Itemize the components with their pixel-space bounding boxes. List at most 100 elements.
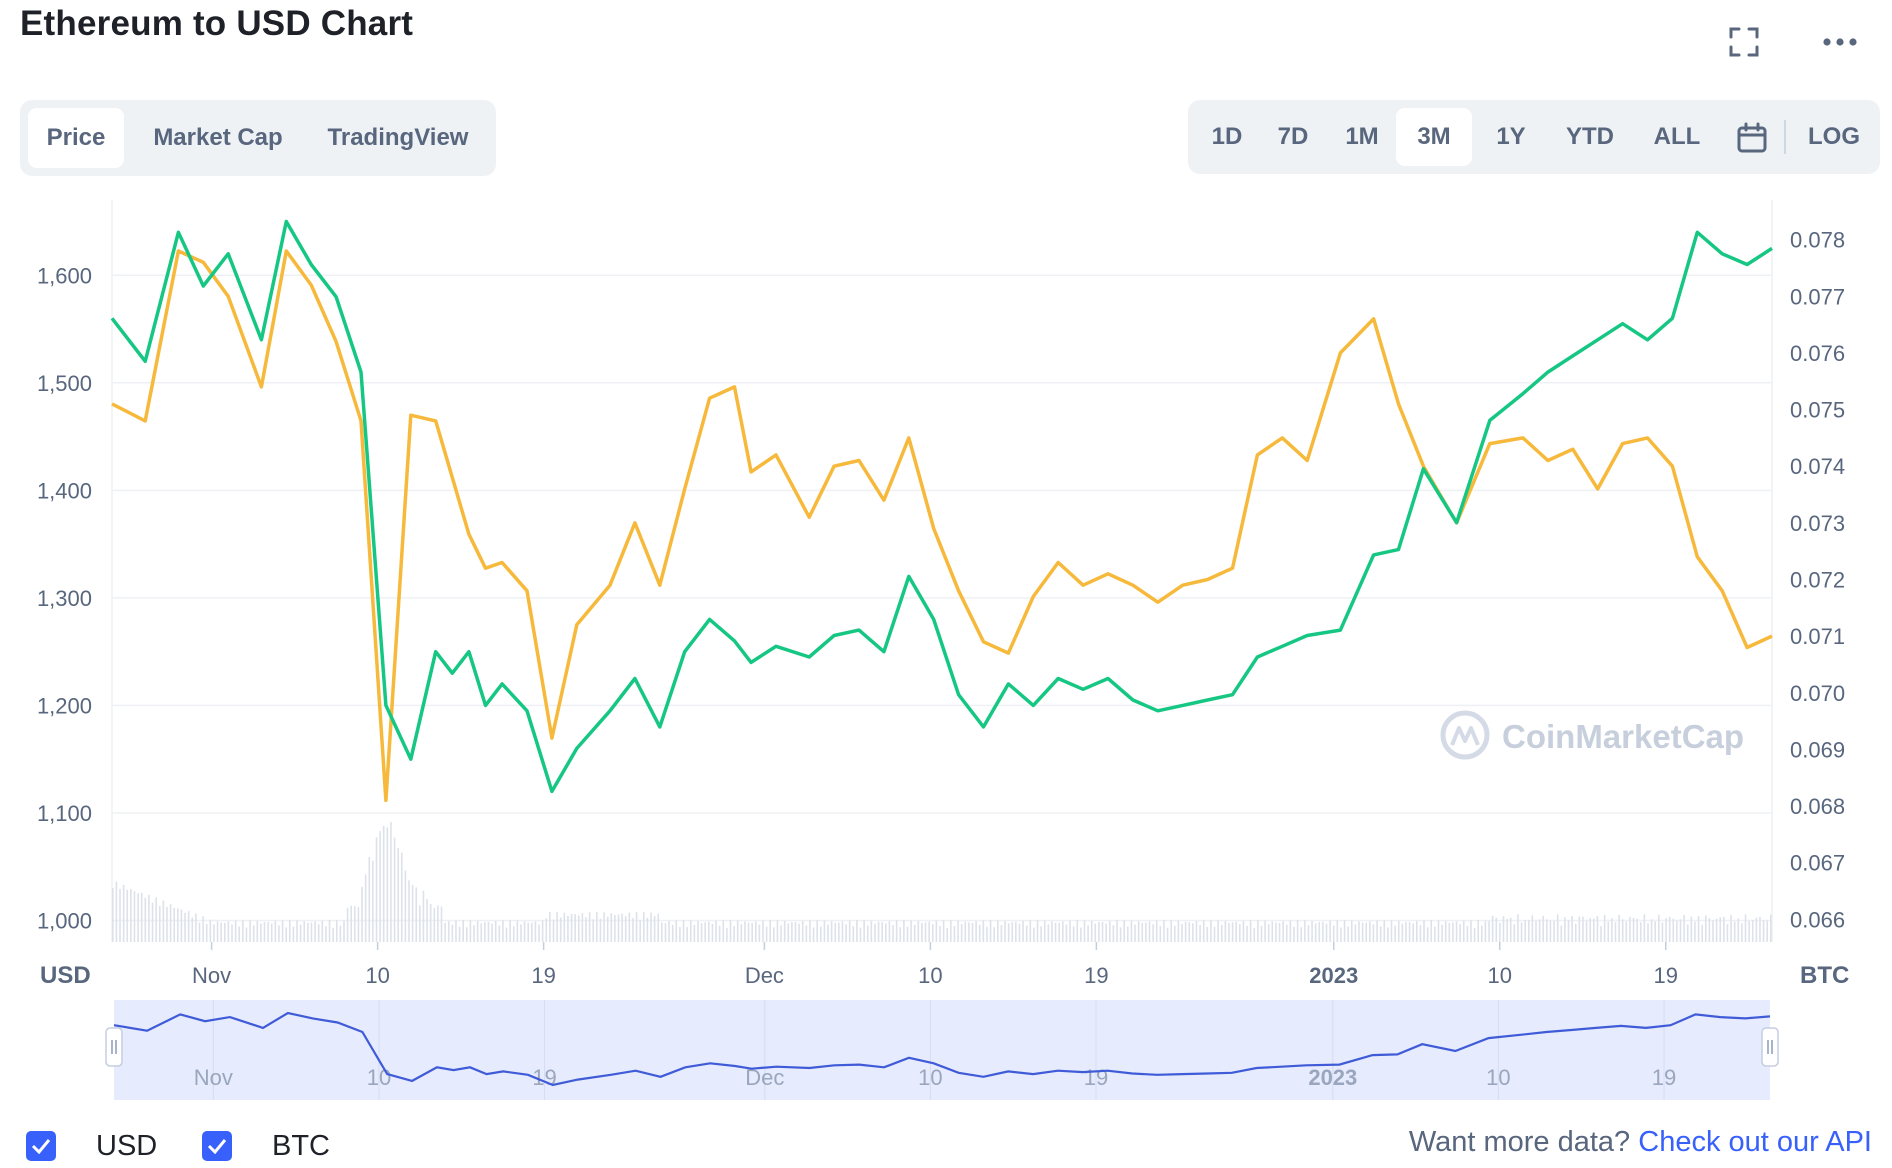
volume-bar [534, 921, 537, 942]
volume-bar [978, 924, 981, 942]
right-tick-label: 0.066 [1790, 907, 1845, 932]
volume-bar [505, 927, 508, 942]
volume-bar [169, 904, 172, 942]
volume-bar [610, 913, 613, 942]
volume-bar [130, 888, 132, 942]
volume-bar [567, 915, 569, 942]
volume-bar [1484, 920, 1487, 942]
volume-bar [278, 925, 280, 942]
volume-bar [303, 921, 306, 942]
volume-bar [1369, 921, 1371, 942]
chart-type-tabs: Price Market Cap TradingView [20, 100, 496, 176]
volume-bar [1437, 920, 1440, 942]
volume-bar [390, 821, 392, 942]
legend-usd[interactable]: USD [26, 1128, 157, 1164]
volume-bar [1148, 921, 1151, 942]
volume-bar [1762, 920, 1765, 942]
legend-btc-label: BTC [272, 1129, 330, 1162]
volume-bar [1025, 925, 1028, 942]
navigator-tick-label: 19 [1084, 1065, 1108, 1090]
volume-bar [364, 874, 367, 942]
volume-bar [747, 922, 750, 942]
calendar-icon[interactable] [1724, 108, 1780, 166]
volume-bar [531, 922, 533, 942]
tab-market-cap[interactable]: Market Cap [153, 124, 283, 151]
volume-bar [765, 926, 768, 942]
range-ytd-button[interactable]: YTD [1566, 123, 1614, 150]
volume-bar [863, 920, 865, 942]
volume-bar [307, 922, 309, 942]
tab-tradingview[interactable]: TradingView [327, 124, 469, 151]
volume-bar [1336, 920, 1339, 942]
volume-bar [809, 920, 811, 942]
volume-bar [686, 927, 688, 942]
fullscreen-icon[interactable] [1724, 22, 1764, 62]
volume-bar [924, 922, 927, 942]
volume-bar [1401, 923, 1404, 942]
volume-bar [823, 920, 826, 942]
price-chart[interactable]: 1,000 1,100 1,200 1,300 1,400 1,500 1,600 0.06… [0, 0, 1892, 1110]
volume-bar [964, 921, 967, 942]
volume-bar [1246, 925, 1248, 942]
volume-bar [1596, 916, 1599, 942]
range-all-button[interactable]: ALL [1653, 123, 1701, 150]
volume-bar [848, 920, 851, 942]
volume-bar [1018, 923, 1021, 942]
volume-bar [1647, 923, 1649, 942]
volume-bar [140, 892, 143, 942]
volume-bar [1542, 915, 1545, 942]
log-scale-button[interactable]: LOG [1808, 123, 1860, 150]
volume-bar [346, 907, 349, 942]
volume-bar [1343, 920, 1346, 942]
volume-bar [1163, 920, 1165, 942]
volume-bar [1701, 924, 1703, 942]
coinmarketcap-logo-icon [1440, 710, 1490, 760]
volume-bar [191, 917, 194, 942]
checkbox-usd[interactable] [26, 1131, 56, 1161]
volume-bar [552, 919, 555, 942]
volume-bar [1130, 920, 1133, 942]
volume-bar [1275, 922, 1277, 942]
volume-bar [1683, 914, 1685, 942]
volume-bar [928, 921, 930, 942]
volume-bar [632, 918, 634, 942]
volume-bar [1690, 916, 1693, 942]
volume-bar [624, 916, 627, 942]
volume-bar [769, 920, 772, 942]
volume-bar [325, 926, 327, 942]
volume-bar [1365, 922, 1368, 942]
tab-price[interactable]: Price [28, 108, 124, 168]
volume-bar [162, 900, 165, 942]
volume-bar [1452, 922, 1454, 942]
volume-bar [335, 920, 338, 942]
volume-bar [256, 920, 259, 942]
checkbox-btc[interactable] [202, 1131, 232, 1161]
left-tick-label: 1,500 [37, 371, 92, 396]
legend-btc[interactable]: BTC [202, 1128, 330, 1164]
volume-bar [816, 920, 818, 942]
range-3m-button[interactable]: 3M [1396, 108, 1472, 166]
volume-bar [187, 911, 190, 942]
volume-bar [1058, 922, 1060, 942]
volume-bar [155, 897, 157, 942]
range-1d-button[interactable]: 1D [1211, 123, 1243, 150]
volume-bar [296, 920, 298, 942]
range-7d-button[interactable]: 7D [1277, 123, 1309, 150]
range-1m-button[interactable]: 1M [1345, 123, 1379, 150]
volume-bar [1155, 920, 1158, 942]
volume-bar [1495, 917, 1498, 942]
volume-bar [252, 925, 255, 942]
volume-bar [982, 920, 985, 942]
volume-bar [740, 924, 743, 942]
volume-bar [1011, 922, 1014, 942]
volume-bar [1430, 920, 1433, 942]
volume-bar [845, 924, 847, 942]
volume-bar [1766, 920, 1768, 942]
volume-bar [885, 923, 887, 942]
range-1y-button[interactable]: 1Y [1496, 123, 1526, 150]
volume-bar [1560, 925, 1563, 942]
api-link[interactable]: Check out our API [1638, 1126, 1872, 1158]
range-navigator: Nov 10 19 Dec 10 19 2023 10 19 [105, 1000, 1779, 1100]
volume-bar [350, 905, 353, 942]
more-icon[interactable] [1820, 22, 1860, 62]
